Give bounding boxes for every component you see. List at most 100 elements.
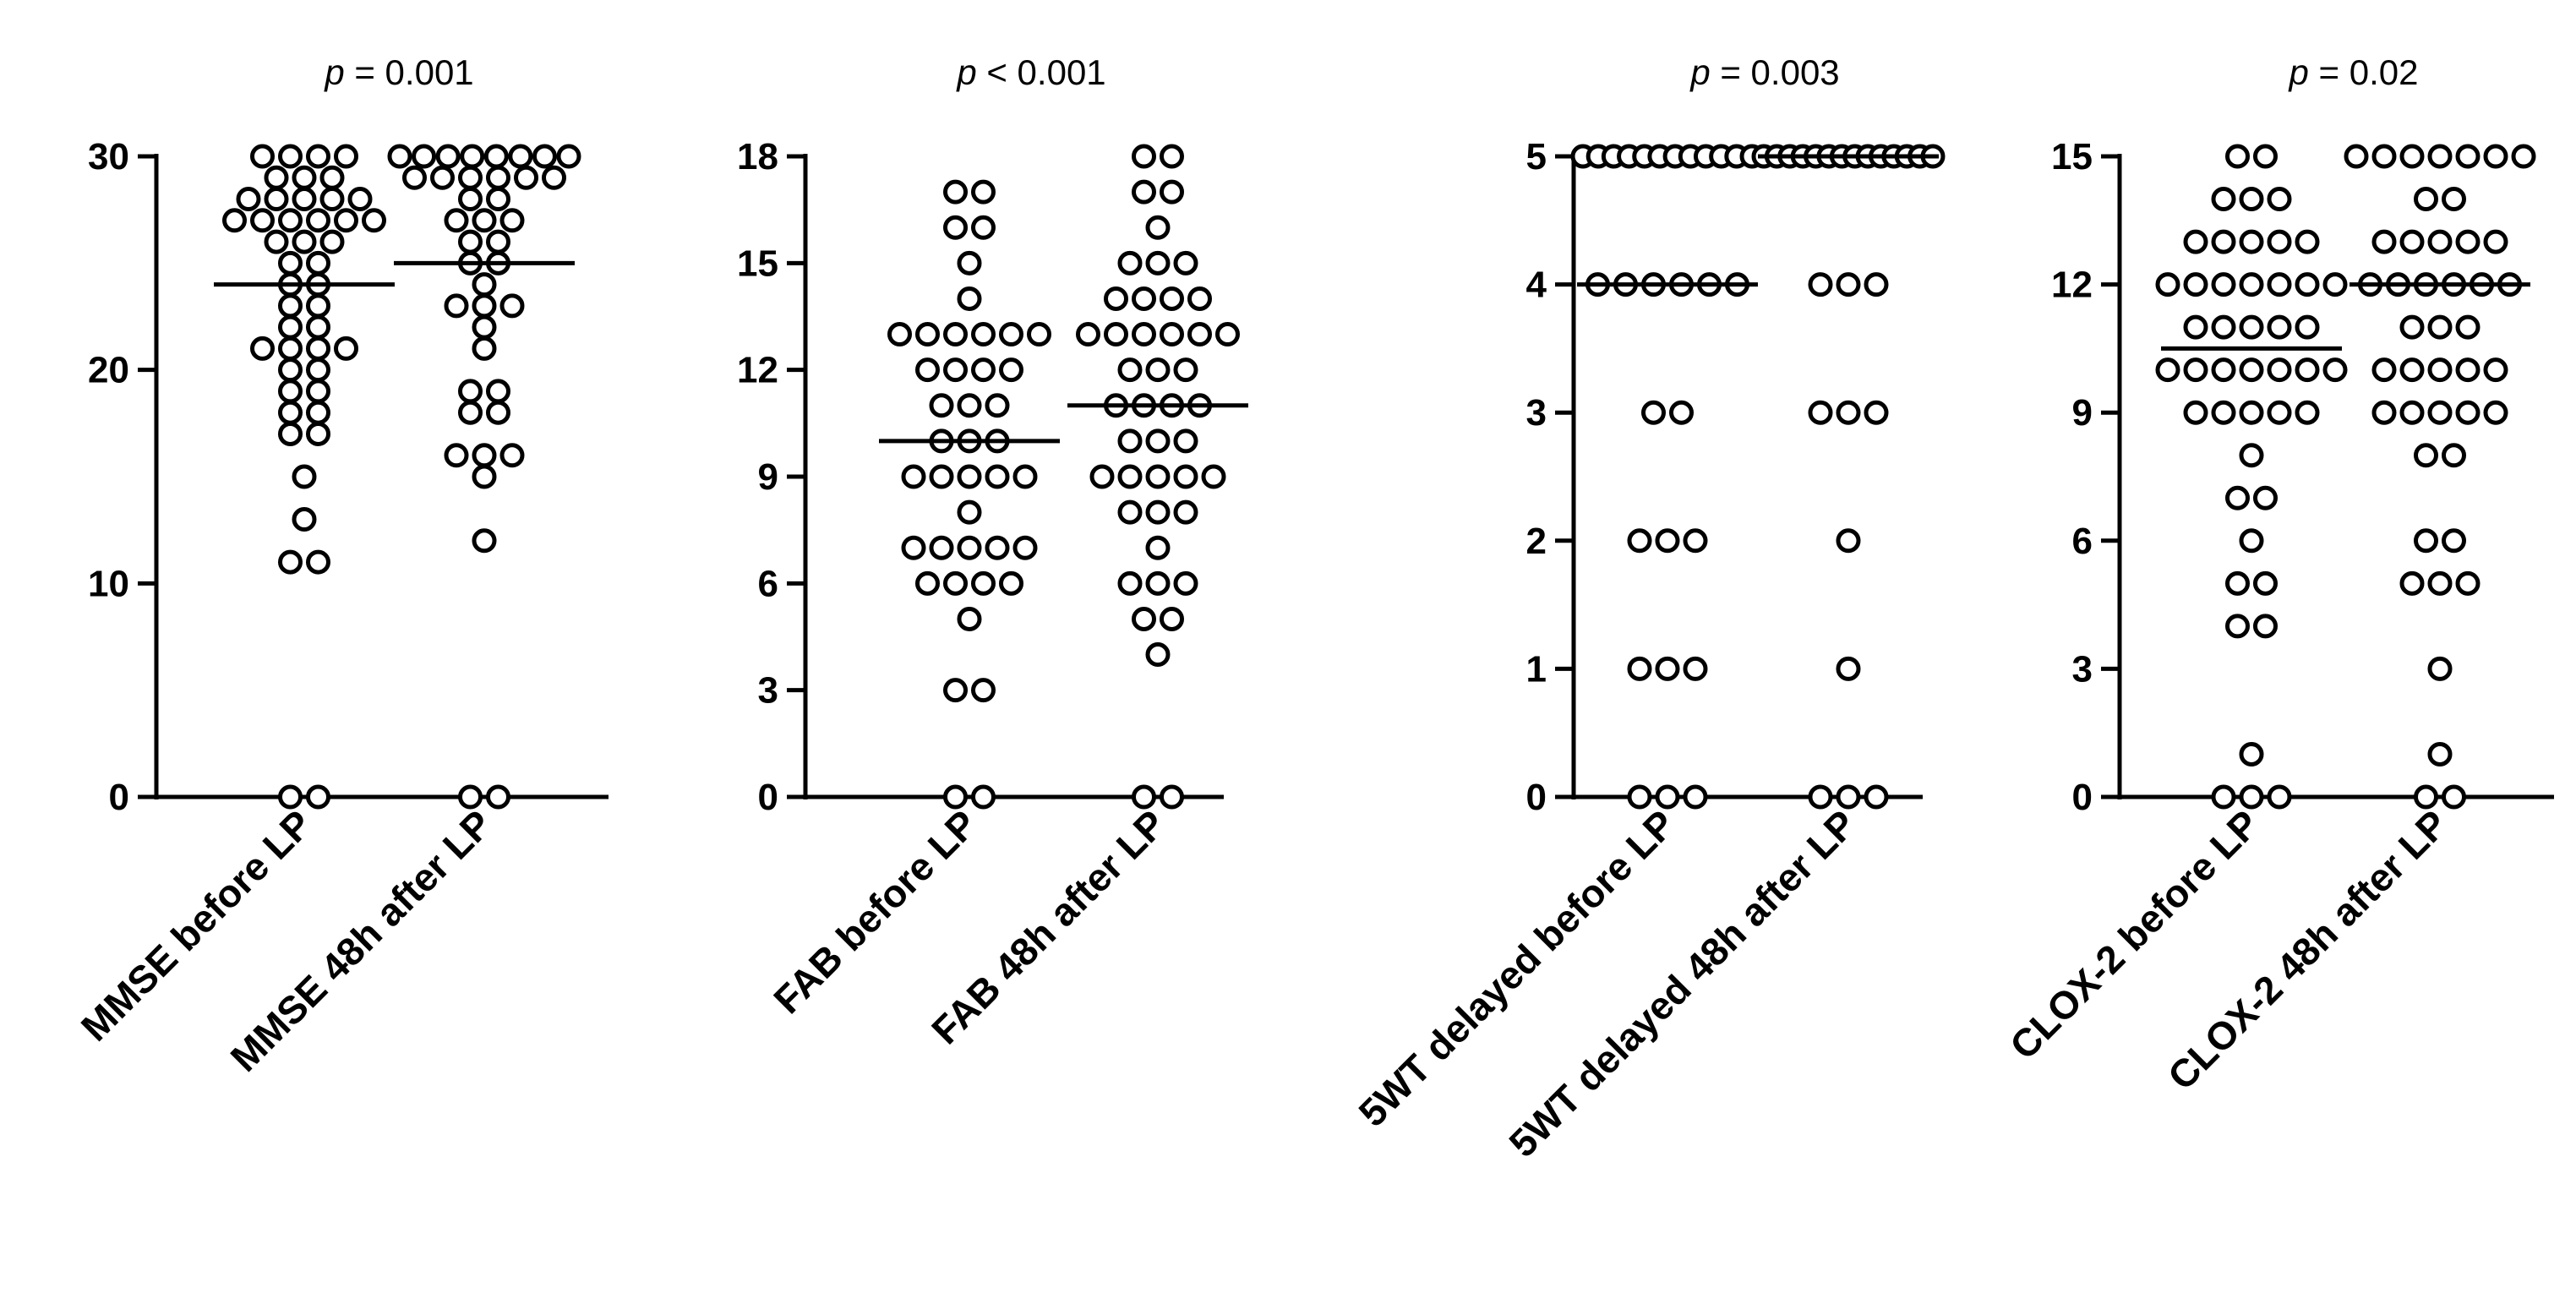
data-point: [2455, 229, 2480, 254]
panel-title: p = 0.001: [323, 52, 473, 92]
data-point: [2455, 400, 2480, 425]
data-point: [1173, 499, 1198, 525]
data-point: [929, 464, 954, 489]
panel-title: p < 0.001: [955, 52, 1105, 92]
data-point: [1145, 642, 1171, 668]
data-point: [929, 535, 954, 560]
y-tick-label: 6: [2072, 521, 2093, 562]
data-point: [999, 570, 1023, 596]
data-point: [1173, 357, 1198, 383]
data-point: [1808, 272, 1833, 297]
data-point: [2239, 229, 2264, 254]
data-point: [2239, 528, 2264, 554]
data-point: [971, 570, 996, 596]
data-point: [499, 293, 525, 319]
data-point: [985, 393, 1010, 418]
data-point: [1655, 528, 1680, 554]
data-point: [472, 293, 497, 319]
data-point: [1145, 499, 1171, 525]
data-point: [458, 784, 483, 810]
data-point: [2414, 443, 2438, 468]
data-point: [2455, 570, 2480, 596]
data-point: [1627, 656, 1652, 681]
data-point: [2239, 357, 2264, 383]
data-point: [444, 208, 469, 233]
data-point: [1012, 535, 1038, 560]
y-tick-label: 0: [1526, 777, 1547, 818]
data-point: [2455, 314, 2480, 340]
data-point: [2442, 443, 2466, 468]
data-point: [1145, 570, 1171, 596]
data-point: [2183, 400, 2208, 425]
data-point: [2344, 144, 2369, 169]
data-point: [2225, 614, 2250, 639]
data-point: [2155, 272, 2180, 297]
data-point: [1117, 570, 1143, 596]
y-tick-label: 5: [1526, 136, 1547, 177]
data-point: [901, 464, 926, 489]
data-point: [1104, 322, 1128, 347]
data-point: [306, 208, 330, 233]
y-tick-label: 30: [88, 136, 129, 177]
data-point: [278, 357, 303, 383]
data-point: [1160, 144, 1184, 169]
data-point: [278, 314, 303, 340]
data-point: [1201, 464, 1226, 489]
data-point: [1836, 400, 1861, 425]
data-point: [458, 379, 483, 404]
data-point: [306, 379, 330, 404]
data-point: [1132, 606, 1156, 631]
data-point: [472, 443, 497, 468]
data-point: [929, 393, 954, 418]
data-point: [2211, 400, 2236, 425]
panel-title: p = 0.003: [1689, 52, 1839, 92]
data-point: [1864, 784, 1889, 810]
y-tick-label: 9: [2072, 392, 2093, 434]
data-point: [1117, 250, 1143, 276]
data-point: [971, 322, 996, 347]
data-point: [2371, 229, 2397, 254]
y-tick-label: 18: [737, 136, 778, 177]
data-point: [1808, 400, 1833, 425]
data-point: [306, 144, 330, 169]
data-point: [957, 464, 982, 489]
data-point: [1160, 179, 1184, 205]
data-point: [278, 784, 303, 810]
data-point: [306, 314, 330, 340]
data-point: [915, 357, 940, 383]
data-point: [1641, 400, 1666, 425]
data-point: [222, 208, 247, 233]
panel-title: p = 0.02: [2288, 52, 2419, 92]
data-point: [2267, 229, 2292, 254]
data-point: [2211, 272, 2236, 297]
data-point: [387, 144, 412, 169]
data-point: [458, 187, 483, 212]
data-point: [278, 250, 303, 276]
data-point: [306, 784, 330, 810]
data-point: [1160, 784, 1184, 810]
data-point: [2253, 485, 2278, 510]
data-point: [1132, 322, 1156, 347]
data-point: [2239, 272, 2264, 297]
data-point: [901, 535, 926, 560]
data-point: [985, 535, 1010, 560]
data-point: [2295, 314, 2320, 340]
data-point: [2442, 784, 2466, 810]
data-point: [486, 165, 510, 190]
data-point: [1173, 464, 1198, 489]
data-point: [2211, 187, 2236, 212]
data-point: [943, 784, 968, 810]
data-point: [460, 144, 485, 169]
data-point: [1627, 784, 1652, 810]
data-point: [1683, 784, 1708, 810]
data-point: [2183, 314, 2208, 340]
data-point: [250, 336, 275, 361]
data-point: [1117, 499, 1143, 525]
data-point: [2267, 272, 2292, 297]
data-point: [2211, 314, 2236, 340]
data-point: [264, 165, 289, 190]
data-point: [499, 208, 525, 233]
y-tick-label: 2: [1526, 521, 1547, 562]
data-point: [319, 165, 345, 190]
data-point: [458, 400, 483, 425]
